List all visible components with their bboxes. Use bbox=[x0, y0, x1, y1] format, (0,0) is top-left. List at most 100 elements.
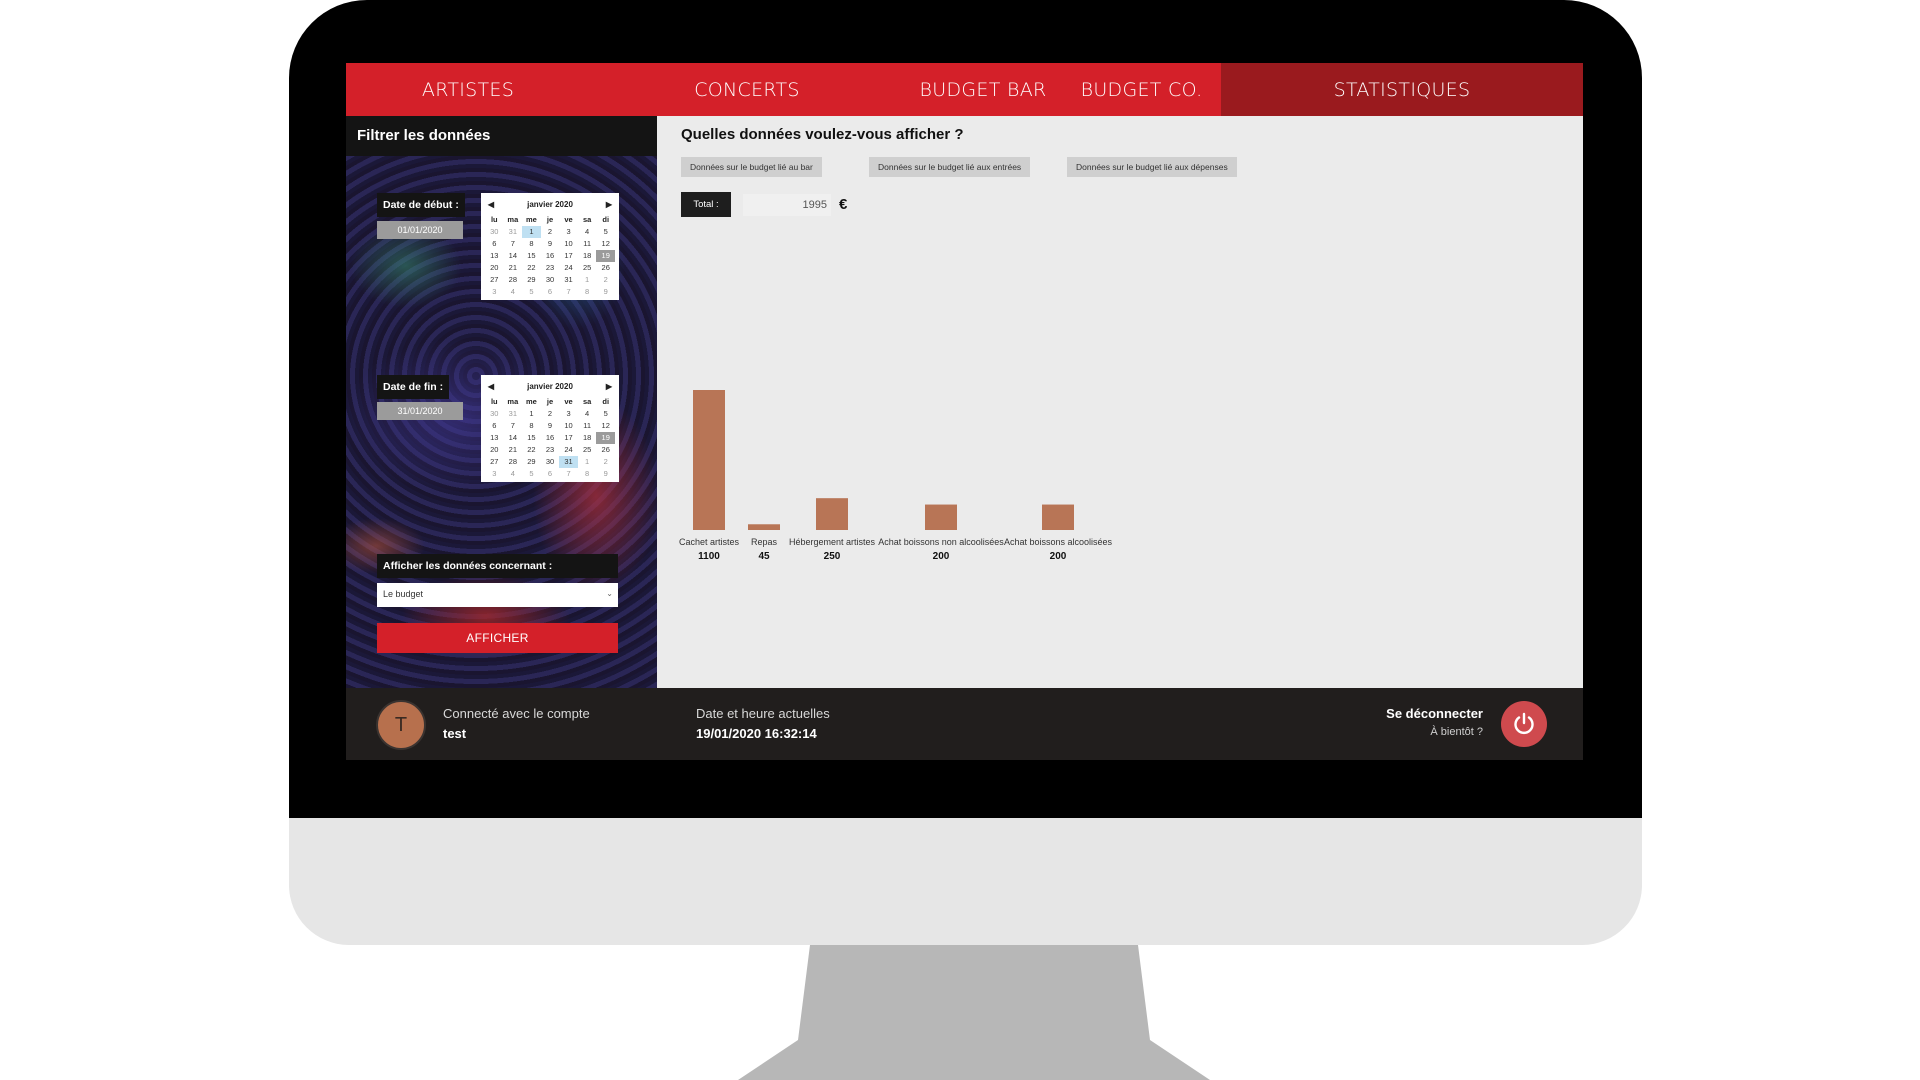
calendar-day[interactable]: 9 bbox=[547, 239, 553, 248]
calendar-day[interactable]: 7 bbox=[566, 287, 571, 296]
calendar-day[interactable]: 1 bbox=[522, 226, 541, 238]
calendar-day[interactable]: 31 bbox=[508, 409, 518, 418]
calendar-day[interactable]: 8 bbox=[529, 239, 534, 248]
calendar-day[interactable]: 14 bbox=[508, 433, 518, 442]
calendar-day[interactable]: 17 bbox=[564, 251, 573, 260]
next-month-icon[interactable]: ▶ bbox=[605, 199, 613, 209]
afficher-button[interactable]: AFFICHER bbox=[377, 623, 618, 653]
calendar-day[interactable]: 2 bbox=[547, 227, 553, 236]
calendar-day[interactable]: 21 bbox=[508, 263, 518, 272]
calendar-day[interactable]: 30 bbox=[545, 275, 555, 284]
calendar-day[interactable]: 31 bbox=[564, 275, 573, 284]
calendar-day[interactable]: 5 bbox=[529, 469, 534, 478]
calendar-day[interactable]: 17 bbox=[564, 433, 573, 442]
calendar-day[interactable]: 9 bbox=[603, 287, 608, 296]
calendar-day[interactable]: 22 bbox=[527, 445, 536, 454]
previous-month-icon[interactable]: ◀ bbox=[487, 199, 495, 209]
tab-budget-co[interactable]: BUDGET CO. bbox=[1080, 78, 1203, 101]
calendar-day[interactable]: 20 bbox=[490, 263, 499, 272]
calendar-day[interactable]: 1 bbox=[585, 457, 590, 466]
calendar-day[interactable]: 26 bbox=[601, 263, 610, 272]
calendar-day[interactable]: 30 bbox=[545, 457, 555, 466]
calendar-day[interactable]: 4 bbox=[585, 227, 590, 236]
calendar-day[interactable]: 3 bbox=[566, 409, 571, 418]
calendar-day[interactable]: 18 bbox=[582, 251, 592, 260]
calendar-day[interactable]: 1 bbox=[529, 409, 534, 418]
entries-budget-button[interactable]: Données sur le budget lié aux entrées bbox=[869, 157, 1031, 177]
expenses-budget-button[interactable]: Données sur le budget lié aux dépenses bbox=[1067, 157, 1237, 177]
start-date-field[interactable]: 01/01/2020 bbox=[377, 221, 463, 239]
calendar-day[interactable]: 12 bbox=[601, 421, 610, 430]
calendar-day[interactable]: 13 bbox=[490, 433, 499, 442]
calendar-day[interactable]: 19 bbox=[596, 432, 615, 444]
calendar-day[interactable]: 29 bbox=[527, 275, 536, 284]
calendar-day[interactable]: 8 bbox=[585, 287, 590, 296]
calendar-day[interactable]: 23 bbox=[545, 263, 555, 272]
calendar-day[interactable]: 20 bbox=[490, 445, 499, 454]
calendar-day[interactable]: 19 bbox=[596, 250, 615, 262]
tab-artistes[interactable]: ARTISTES bbox=[421, 78, 515, 101]
calendar-day[interactable]: 5 bbox=[603, 227, 608, 236]
calendar-day[interactable]: 3 bbox=[492, 469, 497, 478]
previous-month-icon[interactable]: ◀ bbox=[487, 381, 495, 391]
calendar-day[interactable]: 6 bbox=[547, 287, 553, 296]
calendar-day[interactable]: 7 bbox=[510, 421, 515, 430]
calendar-day[interactable]: 26 bbox=[601, 445, 610, 454]
calendar-day[interactable]: 23 bbox=[545, 445, 555, 454]
calendar-day[interactable]: 8 bbox=[585, 469, 590, 478]
calendar-day[interactable]: 6 bbox=[492, 421, 497, 430]
calendar-day[interactable]: 28 bbox=[508, 457, 518, 466]
end-date-field[interactable]: 31/01/2020 bbox=[377, 402, 463, 420]
calendar-day[interactable]: 25 bbox=[582, 263, 592, 272]
calendar-day[interactable]: 30 bbox=[490, 409, 499, 418]
calendar-day[interactable]: 22 bbox=[527, 263, 536, 272]
calendar-day[interactable]: 25 bbox=[582, 445, 592, 454]
calendar-day[interactable]: 3 bbox=[566, 227, 571, 236]
next-month-icon[interactable]: ▶ bbox=[605, 381, 613, 391]
calendar-day[interactable]: 27 bbox=[490, 275, 499, 284]
calendar-day[interactable]: 11 bbox=[583, 421, 592, 430]
calendar-day[interactable]: 7 bbox=[566, 469, 571, 478]
calendar-day[interactable]: 21 bbox=[508, 445, 518, 454]
calendar-day[interactable]: 11 bbox=[583, 239, 592, 248]
calendar-day[interactable]: 9 bbox=[603, 469, 608, 478]
calendar-day[interactable]: 9 bbox=[547, 421, 553, 430]
data-type-select[interactable]: Le budget ⌄ bbox=[377, 583, 618, 607]
calendar-day[interactable]: 24 bbox=[564, 445, 573, 454]
calendar-day[interactable]: 12 bbox=[601, 239, 610, 248]
calendar-day[interactable]: 7 bbox=[510, 239, 515, 248]
calendar-day[interactable]: 29 bbox=[527, 457, 536, 466]
tab-statistiques[interactable]: STATISTIQUES bbox=[1221, 63, 1583, 116]
calendar-day[interactable]: 16 bbox=[545, 433, 555, 442]
tab-budget-bar[interactable]: BUDGET BAR bbox=[919, 78, 1047, 101]
calendar-day[interactable]: 31 bbox=[559, 456, 578, 468]
calendar-day[interactable]: 28 bbox=[508, 275, 518, 284]
calendar-day[interactable]: 27 bbox=[490, 457, 499, 466]
calendar-day[interactable]: 14 bbox=[508, 251, 518, 260]
calendar-day[interactable]: 5 bbox=[603, 409, 608, 418]
bar-budget-button[interactable]: Données sur le budget lié au bar bbox=[681, 157, 822, 177]
calendar-day[interactable]: 6 bbox=[547, 469, 553, 478]
calendar-day[interactable]: 13 bbox=[490, 251, 499, 260]
calendar-day[interactable]: 4 bbox=[510, 469, 515, 478]
power-button[interactable] bbox=[1501, 701, 1547, 747]
calendar-day[interactable]: 10 bbox=[564, 421, 573, 430]
calendar-day[interactable]: 15 bbox=[527, 251, 536, 260]
calendar-day[interactable]: 18 bbox=[582, 433, 592, 442]
calendar-day[interactable]: 24 bbox=[564, 263, 573, 272]
calendar-day[interactable]: 16 bbox=[545, 251, 555, 260]
calendar-day[interactable]: 1 bbox=[585, 275, 590, 284]
calendar-day[interactable]: 2 bbox=[547, 409, 553, 418]
calendar-day[interactable]: 6 bbox=[492, 239, 497, 248]
calendar-day[interactable]: 10 bbox=[564, 239, 573, 248]
calendar-day[interactable]: 30 bbox=[490, 227, 499, 236]
calendar-day[interactable]: 5 bbox=[529, 287, 534, 296]
calendar-day[interactable]: 3 bbox=[492, 287, 497, 296]
tab-concerts[interactable]: CONCERTS bbox=[694, 78, 800, 101]
calendar-day[interactable]: 15 bbox=[527, 433, 536, 442]
calendar-day[interactable]: 4 bbox=[510, 287, 515, 296]
calendar-day[interactable]: 8 bbox=[529, 421, 534, 430]
calendar-day[interactable]: 2 bbox=[603, 457, 608, 466]
calendar-day[interactable]: 4 bbox=[585, 409, 590, 418]
logout-title[interactable]: Se déconnecter bbox=[1386, 706, 1483, 721]
